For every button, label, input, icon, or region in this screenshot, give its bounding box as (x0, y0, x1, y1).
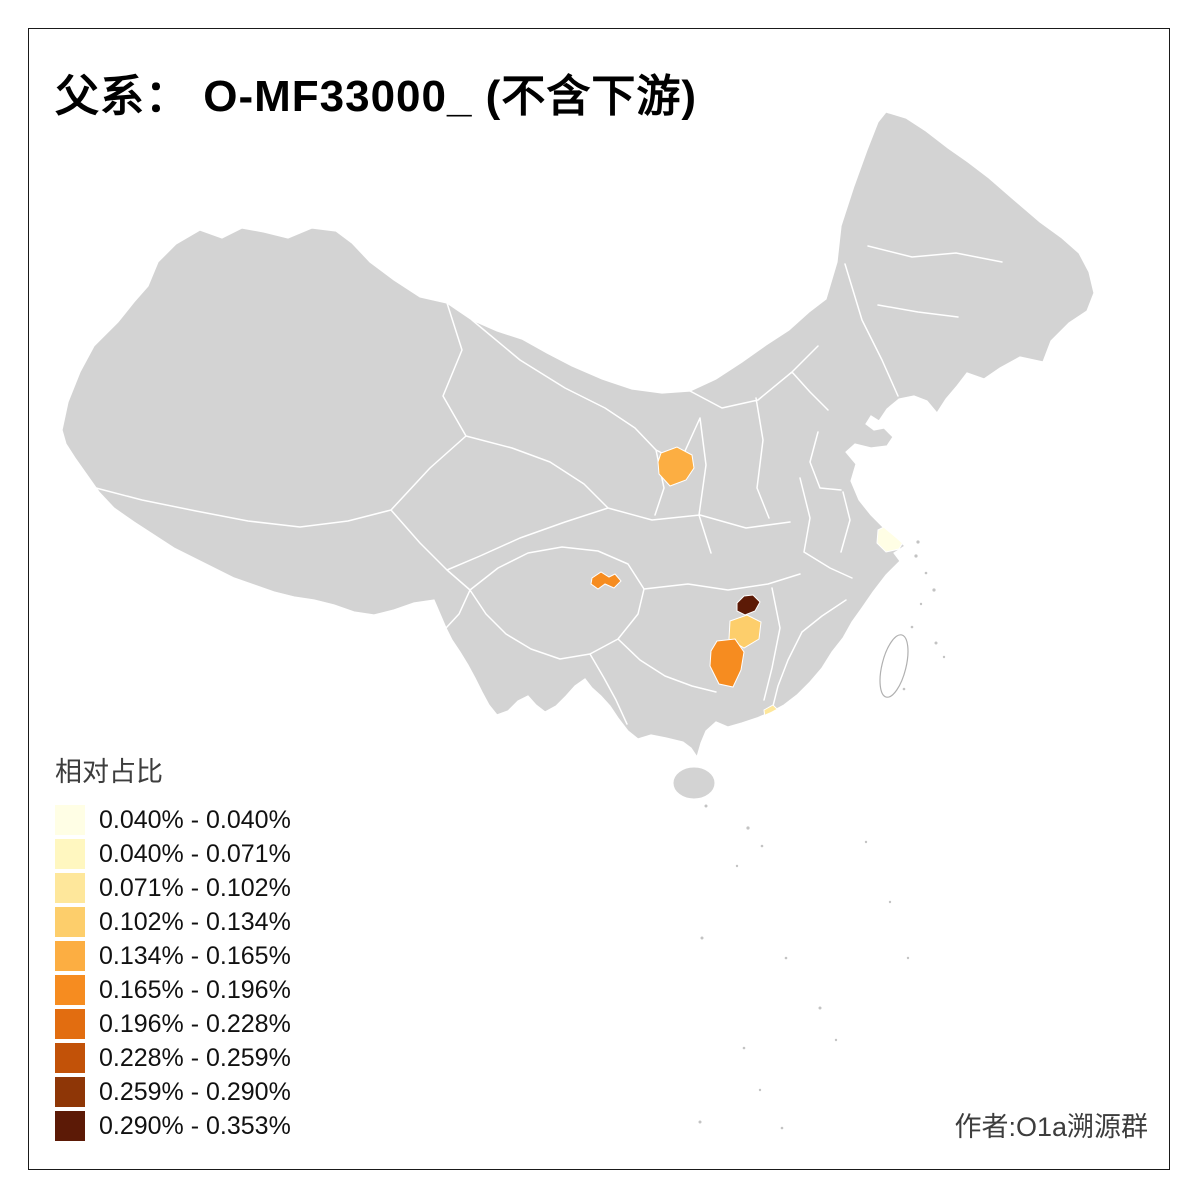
legend-item: 0.071% - 0.102% (55, 873, 291, 903)
region-central-hunan (728, 614, 762, 649)
legend-item: 0.290% - 0.353% (55, 1111, 291, 1141)
legend-label: 0.196% - 0.228% (99, 1009, 291, 1038)
legend-item: 0.228% - 0.259% (55, 1043, 291, 1073)
legend-label: 0.040% - 0.071% (99, 839, 291, 868)
legend-item: 0.102% - 0.134% (55, 907, 291, 937)
legend-swatch (55, 805, 85, 835)
legend-item: 0.165% - 0.196% (55, 975, 291, 1005)
legend-label: 0.102% - 0.134% (99, 907, 291, 936)
legend-swatch (55, 941, 85, 971)
mainland-china-shape (61, 111, 1095, 758)
legend-item: 0.134% - 0.165% (55, 941, 291, 971)
legend-item: 0.040% - 0.040% (55, 805, 291, 835)
legend-swatch (55, 975, 85, 1005)
legend-swatch (55, 1077, 85, 1107)
province-borders (95, 245, 1003, 725)
legend-label: 0.040% - 0.040% (99, 805, 291, 834)
legend-label: 0.165% - 0.196% (99, 975, 291, 1004)
legend-swatch (55, 1043, 85, 1073)
legend-label: 0.290% - 0.353% (99, 1111, 291, 1140)
legend-item: 0.196% - 0.228% (55, 1009, 291, 1039)
region-east-sichuan-small (590, 571, 622, 590)
legend-label: 0.134% - 0.165% (99, 941, 291, 970)
region-south-gansu-shaanxi (657, 446, 695, 487)
legend-item: 0.040% - 0.071% (55, 839, 291, 869)
region-southwest-hunan (709, 638, 745, 688)
legend-title: 相对占比 (55, 757, 163, 787)
legend-swatch (55, 873, 85, 903)
legend-swatch (55, 907, 85, 937)
legend-item: 0.259% - 0.290% (55, 1077, 291, 1107)
legend-label: 0.259% - 0.290% (99, 1077, 291, 1106)
taiwan-island (879, 634, 909, 698)
legend-swatch (55, 839, 85, 869)
region-north-hunan-dark (736, 594, 761, 616)
author-credit: 作者:O1a溯源群 (954, 1112, 1148, 1142)
hainan-island (672, 766, 716, 800)
page-title: 父系： O-MF33000_ (不含下游) (55, 72, 697, 121)
legend-swatch (55, 1111, 85, 1141)
legend: 相对占比 0.040% - 0.040% 0.040% - 0.071% 0.0… (55, 750, 291, 1145)
legend-swatch (55, 1009, 85, 1039)
small-islands (698, 540, 946, 1130)
legend-label: 0.228% - 0.259% (99, 1043, 291, 1072)
legend-label: 0.071% - 0.102% (99, 873, 291, 902)
